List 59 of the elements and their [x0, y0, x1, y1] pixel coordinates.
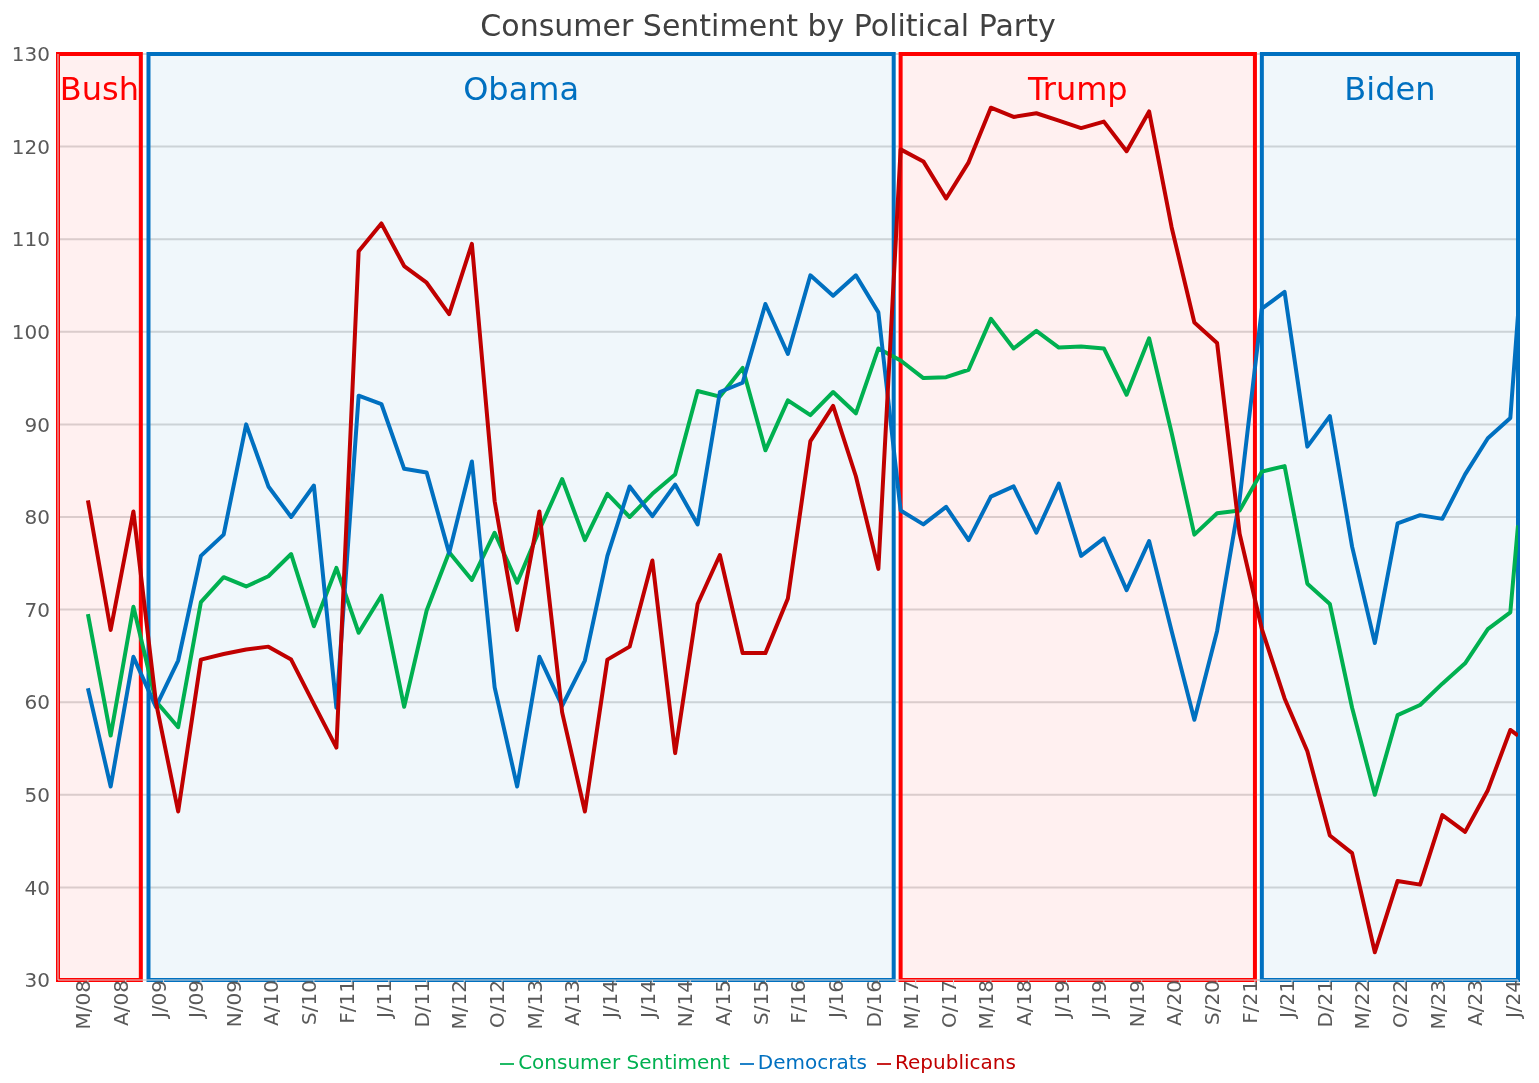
x-tick-label: A/08 [108, 980, 133, 1026]
x-tick-label: M/23 [1425, 980, 1450, 1030]
y-tick-label: 30 [24, 968, 50, 993]
x-tick-label: A/20 [1162, 980, 1187, 1026]
x-tick-label: N/09 [221, 980, 246, 1028]
x-tick-label: J/14 [598, 980, 623, 1021]
y-tick-label: 90 [24, 412, 50, 437]
x-tick-label: J/19 [1049, 980, 1074, 1021]
x-tick-label: O/22 [1388, 980, 1413, 1028]
x-tick-label: D/21 [1313, 980, 1338, 1028]
band-label: Trump [1026, 69, 1128, 108]
x-tick-label: D/11 [409, 980, 434, 1028]
x-tick-label: O/12 [485, 980, 510, 1028]
chart-title: Consumer Sentiment by Political Party [479, 8, 1057, 44]
y-tick-label: 70 [24, 597, 50, 622]
x-tick-label: J/14 [635, 980, 660, 1021]
x-tick-label: F/11 [334, 980, 359, 1024]
x-tick-label: S/15 [748, 980, 773, 1025]
x-tick-label: A/10 [259, 980, 284, 1026]
x-tick-label: M/08 [71, 980, 96, 1030]
x-tick-label: M/17 [898, 980, 923, 1030]
x-tick-label: F/21 [1238, 980, 1263, 1024]
y-tick-label: 130 [11, 42, 50, 67]
y-tick-label: 50 [24, 782, 50, 807]
x-tick-label: S/10 [297, 980, 322, 1025]
x-tick-label: A/18 [1011, 980, 1036, 1026]
x-tick-label: M/22 [1350, 980, 1375, 1030]
x-tick-label: S/20 [1200, 980, 1225, 1025]
x-tick-label: N/14 [673, 980, 698, 1028]
x-tick-label: M/18 [974, 980, 999, 1030]
band-label: Obama [463, 69, 580, 108]
x-tick-label: A/13 [560, 980, 585, 1026]
x-tick-label: J/21 [1275, 980, 1300, 1021]
x-tick-label: A/23 [1463, 980, 1488, 1026]
x-tick-label: N/19 [1124, 980, 1149, 1028]
x-tick-label: M/12 [447, 980, 472, 1030]
y-tick-label: 110 [11, 227, 50, 252]
x-tick-label: J/24 [1501, 980, 1526, 1021]
line-series [85, 105, 1518, 955]
legend-label: Republicans [895, 1050, 1016, 1074]
y-tick-label: 60 [24, 690, 50, 715]
y-tick-label: 40 [24, 875, 50, 900]
band-label: Bush [59, 69, 140, 108]
y-tick-label: 100 [11, 319, 50, 344]
x-tick-label: O/17 [936, 980, 961, 1028]
x-tick-label: J/19 [1087, 980, 1112, 1021]
legend-label: Democrats [757, 1050, 868, 1074]
x-tick-label: M/13 [522, 980, 547, 1030]
x-tick-label: F/16 [786, 980, 811, 1024]
x-tick-label: J/09 [146, 980, 171, 1021]
x-tick-label: J/11 [372, 980, 397, 1021]
y-tick-label: 80 [24, 505, 50, 530]
x-tick-label: J/09 [184, 980, 209, 1021]
x-tick-label: J/16 [823, 980, 848, 1021]
y-tick-label: 120 [11, 134, 50, 159]
x-tick-label: D/16 [861, 980, 886, 1028]
legend-label: Consumer Sentiment [518, 1050, 730, 1074]
x-tick-label: A/15 [710, 980, 735, 1026]
band-label: Biden [1344, 69, 1436, 108]
